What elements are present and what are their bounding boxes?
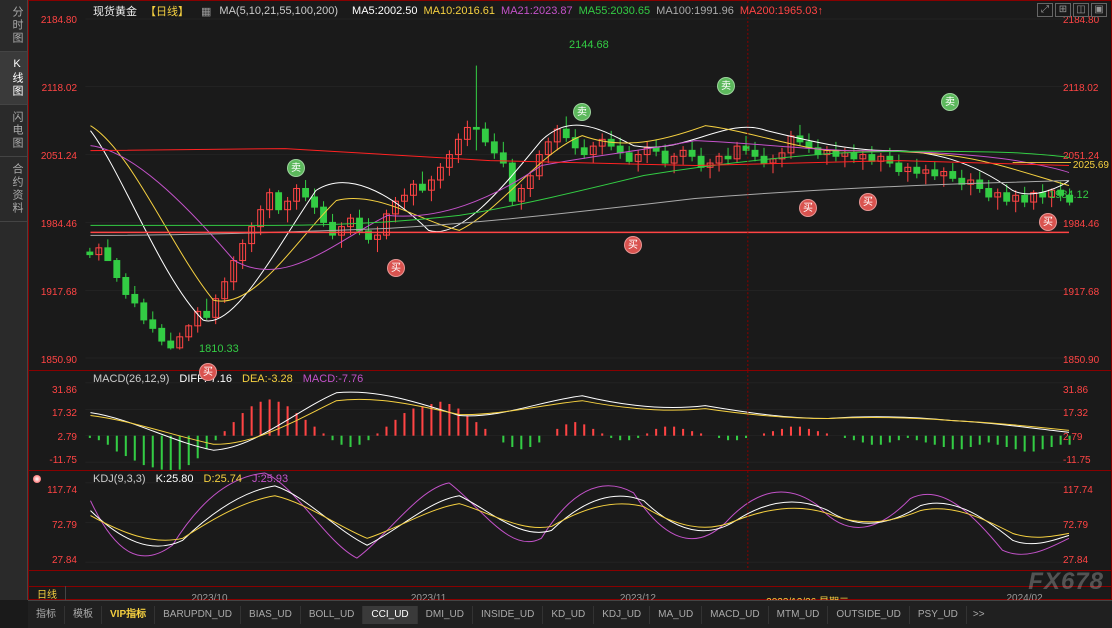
- price-annotation: 1984.12: [1049, 189, 1089, 201]
- indicator-CCI_UD[interactable]: CCI_UD: [363, 606, 417, 624]
- indicator-MTM_UD[interactable]: MTM_UD: [769, 606, 829, 624]
- indicator-more[interactable]: >>: [967, 609, 991, 620]
- indicator-KD_UD[interactable]: KD_UD: [543, 606, 594, 624]
- kdj-alert-icon: [33, 475, 45, 487]
- indicator-bar: 指标模板VIP指标BARUPDN_UDBIAS_UDBOLL_UDCCI_UDD…: [28, 600, 1112, 628]
- x-period-label: 日线: [29, 586, 66, 601]
- side-nav: 分时图K线图闪电图合约资料: [0, 0, 28, 600]
- macd-panel: MACD(26,12,9)DIFF:-7.16DEA:-3.28MACD:-7.…: [29, 371, 1111, 471]
- buy-marker: 买: [199, 363, 217, 381]
- indicator-BIAS_UD[interactable]: BIAS_UD: [241, 606, 301, 624]
- corner-icon-1[interactable]: ⊞: [1055, 3, 1071, 17]
- buy-marker: 买: [387, 259, 405, 277]
- sell-marker: 卖: [717, 77, 735, 95]
- sell-marker: 卖: [941, 93, 959, 111]
- buy-marker: 买: [799, 199, 817, 217]
- buy-marker: 买: [1039, 213, 1057, 231]
- indicator-KDJ_UD[interactable]: KDJ_UD: [594, 606, 650, 624]
- kdj-legend: KDJ(9,3,3)K:25.80D:25.74J:25.93: [93, 473, 288, 485]
- side-tab-2[interactable]: 闪电图: [0, 105, 27, 157]
- corner-icon-2[interactable]: ◫: [1073, 3, 1089, 17]
- buy-marker: 买: [859, 193, 877, 211]
- price-panel: ⤢⊞◫▣ 现货黄金 【日线】 ▦ MA(5,10,21,55,100,200) …: [29, 1, 1111, 371]
- side-tab-3[interactable]: 合约资料: [0, 157, 27, 222]
- x-axis: 日线 2023/102023/112023/122023/12/26 星期二20…: [28, 586, 1112, 600]
- indicator-DMI_UD[interactable]: DMI_UD: [418, 606, 473, 624]
- indicator-MA_UD[interactable]: MA_UD: [650, 606, 702, 624]
- corner-icons: ⤢⊞◫▣: [1037, 3, 1107, 17]
- price-annotation: 1810.33: [199, 343, 239, 355]
- indbar-vip[interactable]: VIP指标: [102, 606, 155, 624]
- watermark: FX678: [1028, 568, 1104, 596]
- indicator-MACD_UD[interactable]: MACD_UD: [702, 606, 768, 624]
- indbar-模板[interactable]: 模板: [65, 606, 102, 624]
- current-price: 2025.69: [1071, 159, 1111, 172]
- indicator-PSY_UD[interactable]: PSY_UD: [910, 606, 967, 624]
- sell-marker: 卖: [573, 103, 591, 121]
- indicator-BOLL_UD[interactable]: BOLL_UD: [301, 606, 364, 624]
- ma-params: MA(5,10,21,55,100,200): [219, 5, 338, 17]
- kdj-panel: KDJ(9,3,3)K:25.80D:25.74J:25.93 117.7472…: [29, 471, 1111, 571]
- side-tab-1[interactable]: K线图: [0, 52, 27, 105]
- corner-icon-0[interactable]: ⤢: [1037, 3, 1053, 17]
- up-arrow-icon: ↑: [818, 5, 824, 17]
- period-label: 【日线】: [145, 3, 189, 19]
- corner-icon-3[interactable]: ▣: [1091, 3, 1107, 17]
- instrument-title: 现货黄金: [93, 3, 137, 19]
- side-tab-0[interactable]: 分时图: [0, 0, 27, 52]
- header-legend: 现货黄金 【日线】 ▦ MA(5,10,21,55,100,200) MA5:2…: [93, 3, 823, 19]
- macd-legend: MACD(26,12,9)DIFF:-7.16DEA:-3.28MACD:-7.…: [93, 373, 363, 385]
- buy-marker: 买: [624, 236, 642, 254]
- indicator-BARUPDN_UD[interactable]: BARUPDN_UD: [155, 606, 241, 624]
- indicator-INSIDE_UD[interactable]: INSIDE_UD: [473, 606, 543, 624]
- price-annotation: 2144.68: [569, 39, 609, 51]
- indbar-指标[interactable]: 指标: [28, 606, 65, 624]
- indicator-OUTSIDE_UD[interactable]: OUTSIDE_UD: [828, 606, 909, 624]
- sell-marker: 卖: [287, 159, 305, 177]
